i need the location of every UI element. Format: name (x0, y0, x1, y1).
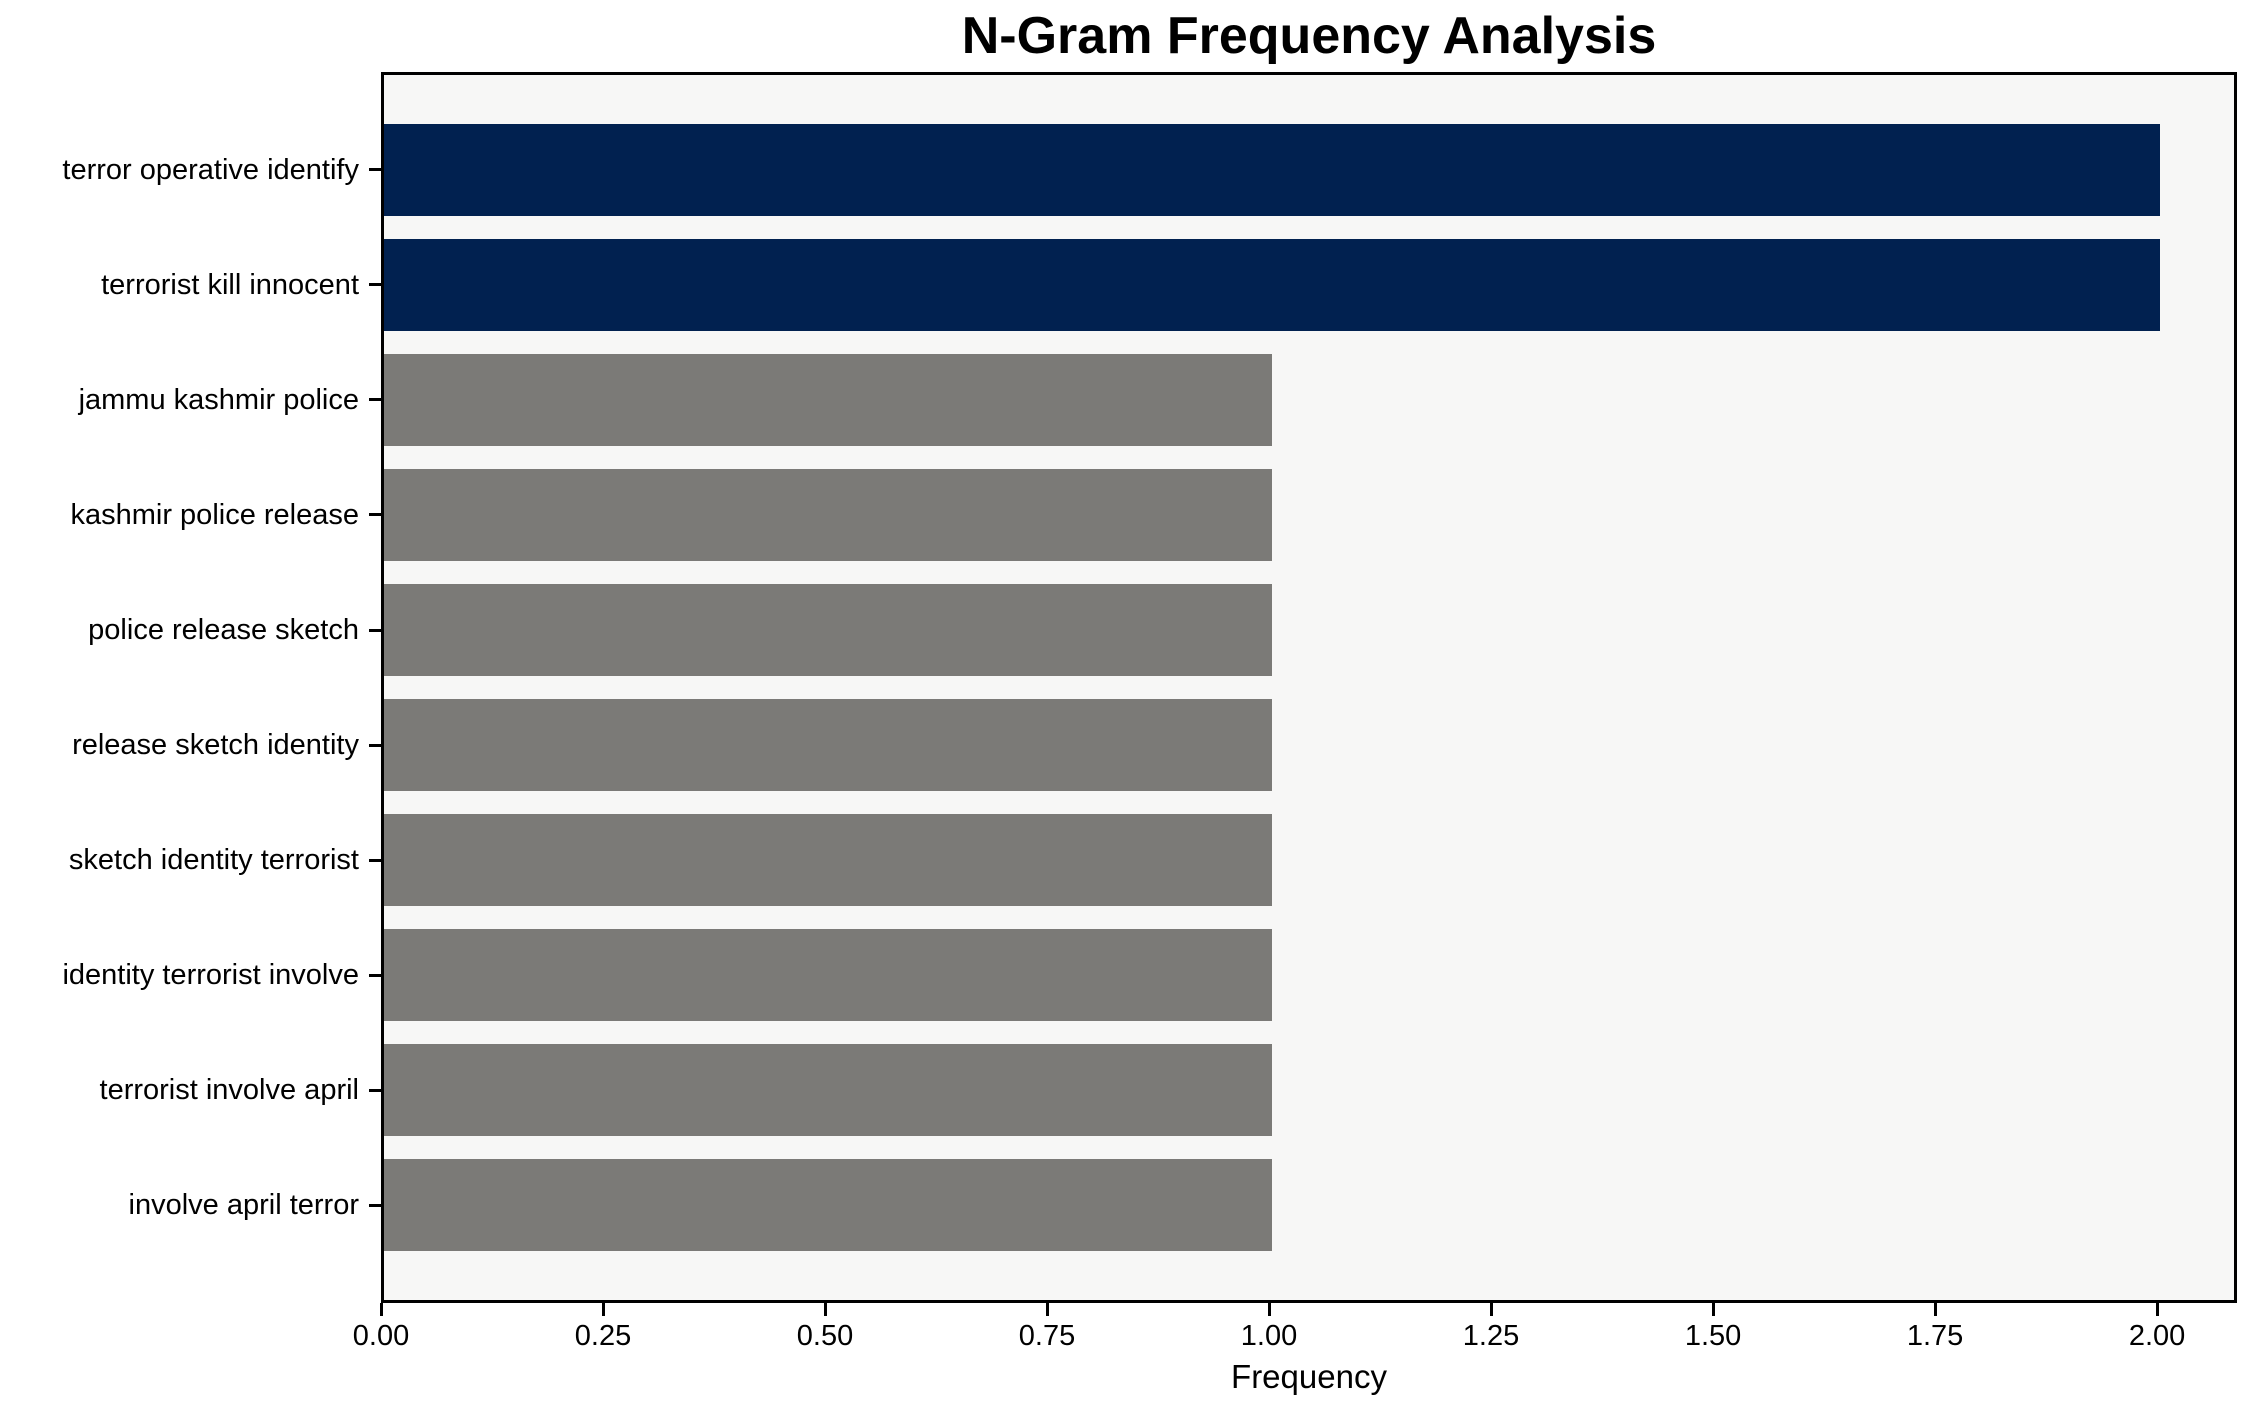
x-tick-label: 0.50 (796, 1320, 854, 1352)
x-tick (2155, 1303, 2159, 1316)
y-tick-label: terrorist kill innocent (101, 268, 359, 301)
x-tick (823, 1303, 827, 1316)
y-tick (369, 858, 381, 862)
y-tick (369, 168, 381, 172)
y-tick-label: release sketch identity (72, 729, 359, 761)
bar (384, 814, 1272, 907)
y-tick-label: involve april terror (128, 1189, 359, 1222)
y-tick (369, 398, 381, 402)
chart-title: N-Gram Frequency Analysis (961, 7, 1657, 65)
y-tick (369, 973, 381, 977)
bar (384, 1044, 1272, 1137)
y-tick (369, 1203, 381, 1207)
x-tick (1489, 1303, 1493, 1316)
y-tick (369, 743, 381, 747)
y-tick-label: police release sketch (88, 614, 359, 646)
y-tick-label: kashmir police release (70, 498, 359, 531)
x-tick (601, 1303, 605, 1316)
y-tick (369, 283, 381, 287)
y-tick-label: jammu kashmir police (78, 383, 359, 416)
bar (384, 353, 1272, 446)
x-tick-label: 0.25 (574, 1320, 632, 1352)
y-tick (369, 628, 381, 632)
x-tick (1711, 1303, 1715, 1316)
x-tick (1933, 1303, 1937, 1316)
x-tick (379, 1303, 383, 1316)
bar (384, 584, 1272, 676)
y-tick (369, 513, 381, 517)
y-tick-label: terrorist involve april (99, 1074, 359, 1107)
x-tick-label: 1.50 (1684, 1320, 1742, 1352)
y-tick (369, 1088, 381, 1092)
x-tick-label: 1.25 (1462, 1320, 1520, 1352)
x-tick-label: 0.00 (352, 1320, 410, 1352)
bar (384, 1159, 1272, 1252)
y-tick-label: sketch identity terrorist (68, 844, 359, 877)
x-tick-label: 0.75 (1018, 1320, 1076, 1352)
x-tick-label: 1.75 (1906, 1320, 1964, 1352)
x-tick (1267, 1303, 1271, 1316)
x-axis-label: Frequency (1231, 1358, 1387, 1395)
x-tick-label: 2.00 (2128, 1320, 2186, 1352)
bar (384, 123, 2161, 216)
bar (384, 468, 1272, 561)
bar (384, 699, 1272, 791)
bar (384, 238, 2161, 331)
y-tick-label: terror operative identify (62, 153, 359, 186)
bar (384, 929, 1272, 1022)
y-tick-label: identity terrorist involve (62, 959, 359, 992)
x-tick (1045, 1303, 1049, 1316)
x-tick-label: 1.00 (1240, 1320, 1298, 1352)
